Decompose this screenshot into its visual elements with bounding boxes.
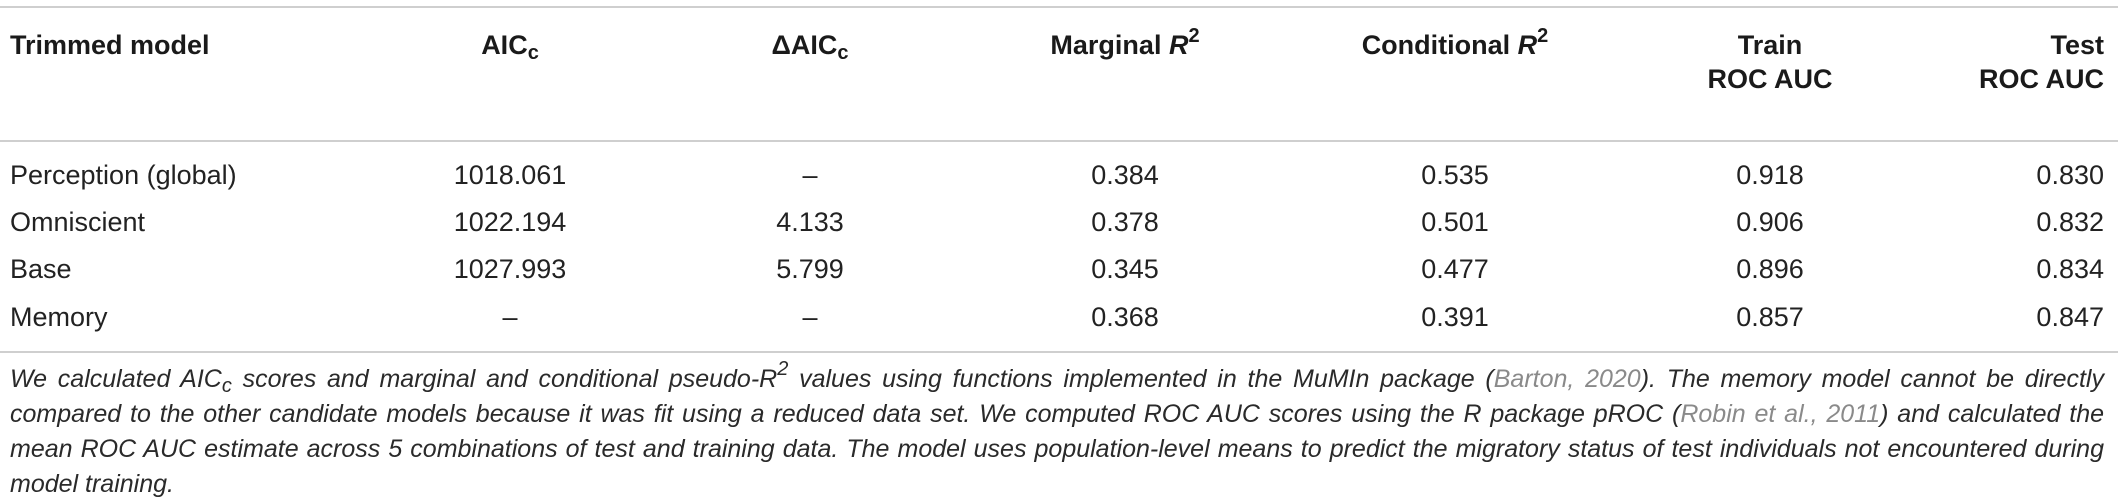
cell-aicc: 1018.061 xyxy=(453,160,567,190)
cell-model: Omniscient xyxy=(10,207,146,237)
table-footnote: We calculated AICc scores and marginal a… xyxy=(10,358,2104,498)
cell-model: Memory xyxy=(10,301,108,332)
cell-aicc: 1027.993 xyxy=(453,254,567,284)
table-row: Perception (global) 1018.061 – 0.384 0.5… xyxy=(0,141,2118,199)
cell-delta-aicc: 4.133 xyxy=(776,207,844,237)
cell-conditional-r2: 0.501 xyxy=(1421,207,1489,237)
cell-conditional-r2: 0.391 xyxy=(1421,301,1489,332)
cell-conditional-r2: 0.535 xyxy=(1421,160,1489,190)
cell-test-roc-auc: 0.830 xyxy=(2036,160,2104,190)
cell-aicc: 1022.194 xyxy=(453,207,567,237)
header-train-roc-auc: Train ROC AUC xyxy=(1707,30,1833,94)
cell-test-roc-auc: 0.832 xyxy=(2036,207,2104,237)
cell-delta-aicc: – xyxy=(802,301,818,332)
cell-train-roc-auc: 0.906 xyxy=(1736,207,1804,237)
header-trimmed-model: Trimmed model xyxy=(10,30,210,60)
header-aicc: AICc xyxy=(481,30,539,64)
results-table: Trimmed model AICc ΔAICc Marginal R2 Con… xyxy=(0,6,2118,353)
cell-train-roc-auc: 0.896 xyxy=(1736,254,1804,284)
cell-train-roc-auc: 0.857 xyxy=(1736,301,1804,332)
table-row: Omniscient 1022.194 4.133 0.378 0.501 0.… xyxy=(0,199,2118,246)
header-conditional-r2: Conditional R2 xyxy=(1361,25,1549,60)
cell-marginal-r2: 0.345 xyxy=(1091,254,1159,284)
citation-link-robin[interactable]: Robin et al., 2011 xyxy=(1680,400,1881,428)
cell-marginal-r2: 0.378 xyxy=(1091,207,1159,237)
cell-marginal-r2: 0.384 xyxy=(1091,160,1159,190)
table-header-row: Trimmed model AICc ΔAICc Marginal R2 Con… xyxy=(0,7,2118,141)
citation-link-barton[interactable]: Barton, 2020 xyxy=(1493,365,1641,393)
cell-marginal-r2: 0.368 xyxy=(1091,301,1159,332)
cell-test-roc-auc: 0.834 xyxy=(2036,254,2104,284)
cell-train-roc-auc: 0.918 xyxy=(1736,160,1804,190)
cell-test-roc-auc: 0.847 xyxy=(2036,301,2104,332)
cell-aicc: – xyxy=(502,301,518,332)
table-row: Base 1027.993 5.799 0.345 0.477 0.896 0.… xyxy=(0,246,2118,293)
table-row: Memory – – 0.368 0.391 0.857 0.847 xyxy=(0,293,2118,352)
cell-delta-aicc: 5.799 xyxy=(776,254,844,284)
cell-model: Perception (global) xyxy=(10,160,237,190)
header-test-roc-auc: Test ROC AUC xyxy=(1979,30,2104,94)
header-marginal-r2: Marginal R2 xyxy=(1050,25,1200,60)
header-delta-aicc: ΔAICc xyxy=(771,30,849,64)
cell-delta-aicc: – xyxy=(802,160,818,190)
cell-model: Base xyxy=(10,254,72,284)
cell-conditional-r2: 0.477 xyxy=(1421,254,1489,284)
